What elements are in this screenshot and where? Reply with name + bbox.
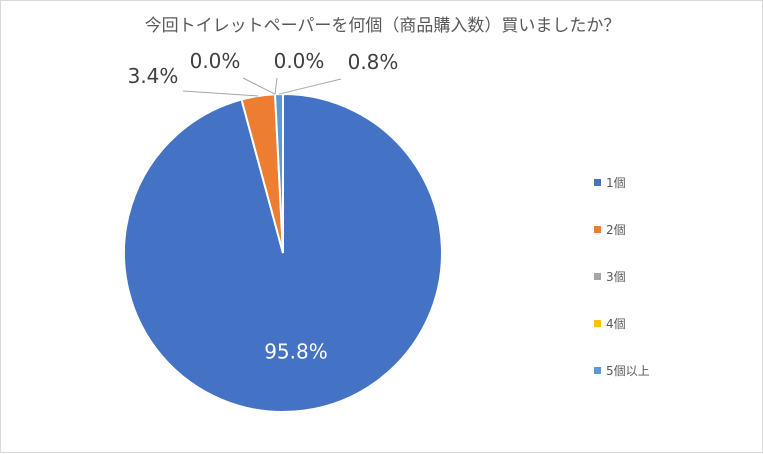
legend-swatch xyxy=(594,273,601,280)
leader-line-2 xyxy=(182,90,259,97)
legend-label: 5個以上 xyxy=(606,364,650,378)
leader-line-5 xyxy=(278,78,342,95)
data-label-5: 0.8% xyxy=(348,50,399,74)
legend: 1個 2個 3個 4個 5個以上 xyxy=(594,159,650,394)
legend-label: 1個 xyxy=(606,176,626,190)
legend-item-4: 4個 xyxy=(594,300,650,347)
legend-item-2: 2個 xyxy=(594,206,650,253)
legend-swatch xyxy=(594,320,601,327)
leader-line-3 xyxy=(242,77,276,95)
leader-line-4 xyxy=(274,77,278,95)
legend-swatch xyxy=(594,367,601,374)
data-label-2: 3.4% xyxy=(128,64,179,88)
data-label-3: 0.0% xyxy=(190,49,241,73)
legend-item-3: 3個 xyxy=(594,253,650,300)
legend-label: 3個 xyxy=(606,270,626,284)
legend-label: 4個 xyxy=(606,317,626,331)
chart-title: 今回トイレットペーパーを何個（商品購入数）買いましたか？ xyxy=(144,16,621,36)
data-label-1: 95.8% xyxy=(264,340,328,364)
legend-label: 2個 xyxy=(606,223,626,237)
data-label-4: 0.0% xyxy=(274,49,325,73)
legend-swatch xyxy=(594,226,601,233)
legend-item-1: 1個 xyxy=(594,159,650,206)
legend-item-5: 5個以上 xyxy=(594,347,650,394)
legend-swatch xyxy=(594,179,601,186)
